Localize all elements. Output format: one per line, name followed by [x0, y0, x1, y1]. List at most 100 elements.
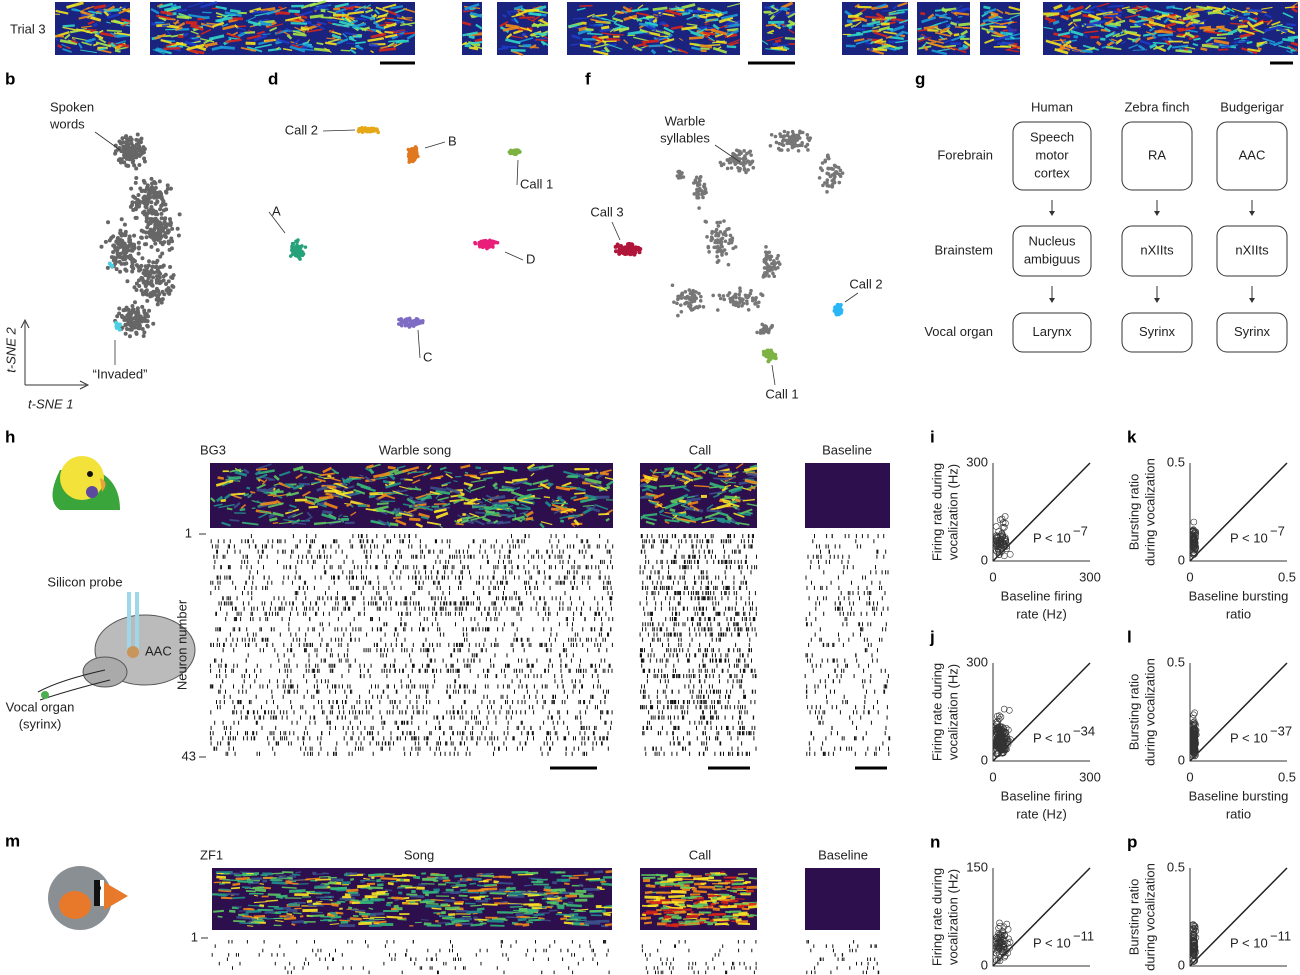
spectrogram-band [332, 905, 339, 906]
raster-row [649, 710, 748, 714]
spectrogram-band [469, 36, 475, 37]
raster-row [641, 550, 740, 554]
spectrogram-band [729, 475, 732, 476]
point [156, 231, 160, 235]
point [153, 212, 157, 216]
point [731, 152, 735, 156]
bird-id: BG3 [200, 442, 226, 457]
point [747, 151, 751, 155]
raster-row [643, 695, 745, 699]
point [834, 165, 838, 169]
raster-row [223, 679, 599, 683]
raster-row [211, 726, 610, 730]
cluster-point [767, 354, 771, 358]
spectrogram-band [672, 902, 685, 903]
raster-row [807, 695, 865, 699]
spectrogram-band [646, 886, 655, 887]
spectrogram-band [388, 883, 394, 884]
cluster-point [511, 149, 515, 153]
point [118, 270, 122, 274]
point [124, 230, 128, 234]
spectrogram-band [1155, 31, 1163, 32]
spectrogram-band [295, 872, 301, 873]
spectrogram-band [309, 507, 318, 508]
raster-row [807, 586, 882, 590]
spectrogram-band [314, 523, 326, 524]
raster-row [212, 544, 612, 548]
point [142, 308, 146, 312]
spectrogram-band [518, 919, 527, 920]
point [706, 245, 710, 249]
point [680, 310, 684, 314]
spectrogram-band [319, 497, 333, 498]
cluster-point [517, 149, 521, 153]
point [164, 190, 168, 194]
spectrogram-band [350, 918, 362, 919]
point [163, 216, 167, 220]
point [148, 234, 152, 238]
point [722, 298, 726, 302]
raster-row [810, 747, 889, 751]
point [141, 327, 145, 331]
spectrogram-band [346, 43, 356, 44]
point [718, 293, 722, 297]
spectrogram-band [990, 26, 1007, 27]
raster-row [641, 534, 753, 538]
spectrogram-band [291, 924, 295, 925]
point [827, 172, 831, 176]
spectrogram-band [371, 877, 374, 878]
cluster-point [637, 250, 641, 254]
raster-row [643, 581, 747, 585]
point [155, 265, 159, 269]
point [104, 240, 108, 244]
point [155, 298, 159, 302]
spectrogram-band [463, 892, 479, 893]
raster-row [807, 684, 887, 688]
spectrogram-band [489, 893, 505, 894]
spectrogram-band [288, 510, 292, 511]
spectrogram-band [473, 913, 478, 914]
spectrogram-band [396, 15, 400, 17]
axis-arrow [21, 320, 88, 389]
point [746, 168, 750, 172]
spectrogram-band [220, 889, 231, 890]
spectrogram-band [1199, 27, 1211, 28]
point [118, 255, 122, 259]
spectrogram-band [740, 893, 751, 894]
point [722, 162, 726, 166]
spectrogram-band [560, 918, 567, 919]
spectrogram-band [264, 492, 268, 493]
cluster-point [296, 238, 300, 242]
point [711, 294, 715, 298]
raster-row [640, 565, 756, 569]
point [738, 286, 742, 290]
cluster-label: C [423, 349, 432, 364]
spectrogram-band [1218, 49, 1228, 50]
raster-row [210, 664, 610, 668]
spectrogram [805, 868, 880, 930]
cluster-label: Call 1 [765, 386, 798, 401]
spectrogram-band [597, 887, 602, 888]
raster-row [810, 710, 878, 714]
spectrogram-band [239, 923, 253, 924]
point [760, 323, 764, 327]
spectrogram-band [523, 925, 530, 926]
cluster-point [836, 306, 840, 310]
axis-label: Baseline firing [1001, 588, 1083, 603]
arrow-head [1154, 298, 1160, 303]
spectrogram-band [177, 17, 189, 18]
cluster-point [290, 248, 294, 252]
point [128, 234, 132, 238]
point [684, 290, 688, 294]
point [122, 318, 126, 322]
point [778, 142, 782, 146]
spectrogram-band [333, 15, 349, 16]
point [123, 223, 127, 227]
spectrogram-band [320, 899, 331, 900]
spectrogram-band [505, 482, 513, 483]
cerebellum [83, 657, 127, 687]
point [145, 235, 149, 239]
spectrogram-band [569, 894, 583, 895]
spectrogram-band [564, 923, 573, 924]
spectrogram-band [322, 512, 332, 513]
